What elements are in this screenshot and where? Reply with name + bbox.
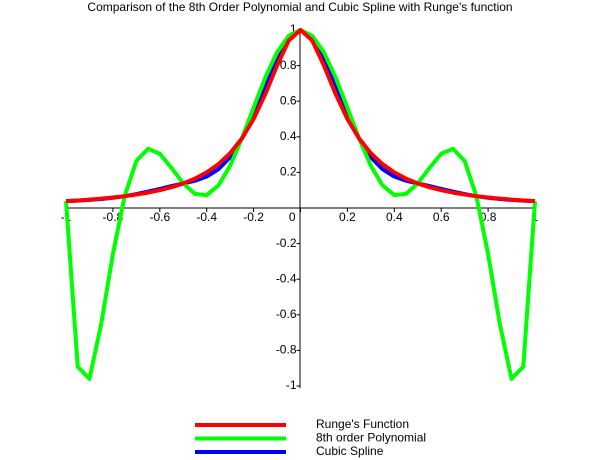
x-tick-label: 0.8 [480, 210, 497, 224]
legend-label: 8th order Polynomial [316, 431, 426, 445]
x-tick-label: 0.2 [339, 210, 356, 224]
y-tick-label: 0.4 [280, 129, 297, 143]
y-tick-label: -0.4 [276, 271, 297, 285]
y-tick-label: 1 [290, 22, 297, 36]
x-tick-label: -0.4 [196, 210, 217, 224]
y-tick-label: 0.8 [280, 58, 297, 72]
x-tick-label: 0 [289, 210, 296, 224]
legend-label: Cubic Spline [316, 444, 384, 458]
x-tick-label: -0.2 [243, 210, 264, 224]
y-tick-label: 0.2 [280, 165, 297, 179]
chart-title: Comparison of the 8th Order Polynomial a… [87, 0, 512, 14]
series-line [65, 28, 536, 204]
y-tick-label: -0.8 [276, 343, 297, 357]
y-tick-label: -0.6 [276, 307, 297, 321]
x-tick-label: 0.4 [386, 210, 403, 224]
x-tick-label: 0.6 [433, 210, 450, 224]
y-tick-label: 0.6 [280, 93, 297, 107]
y-tick-label: -0.2 [276, 236, 297, 250]
legend-label: Runge's Function [316, 417, 409, 431]
x-tick-label: -0.6 [149, 210, 170, 224]
y-tick-label: -1 [286, 378, 297, 392]
